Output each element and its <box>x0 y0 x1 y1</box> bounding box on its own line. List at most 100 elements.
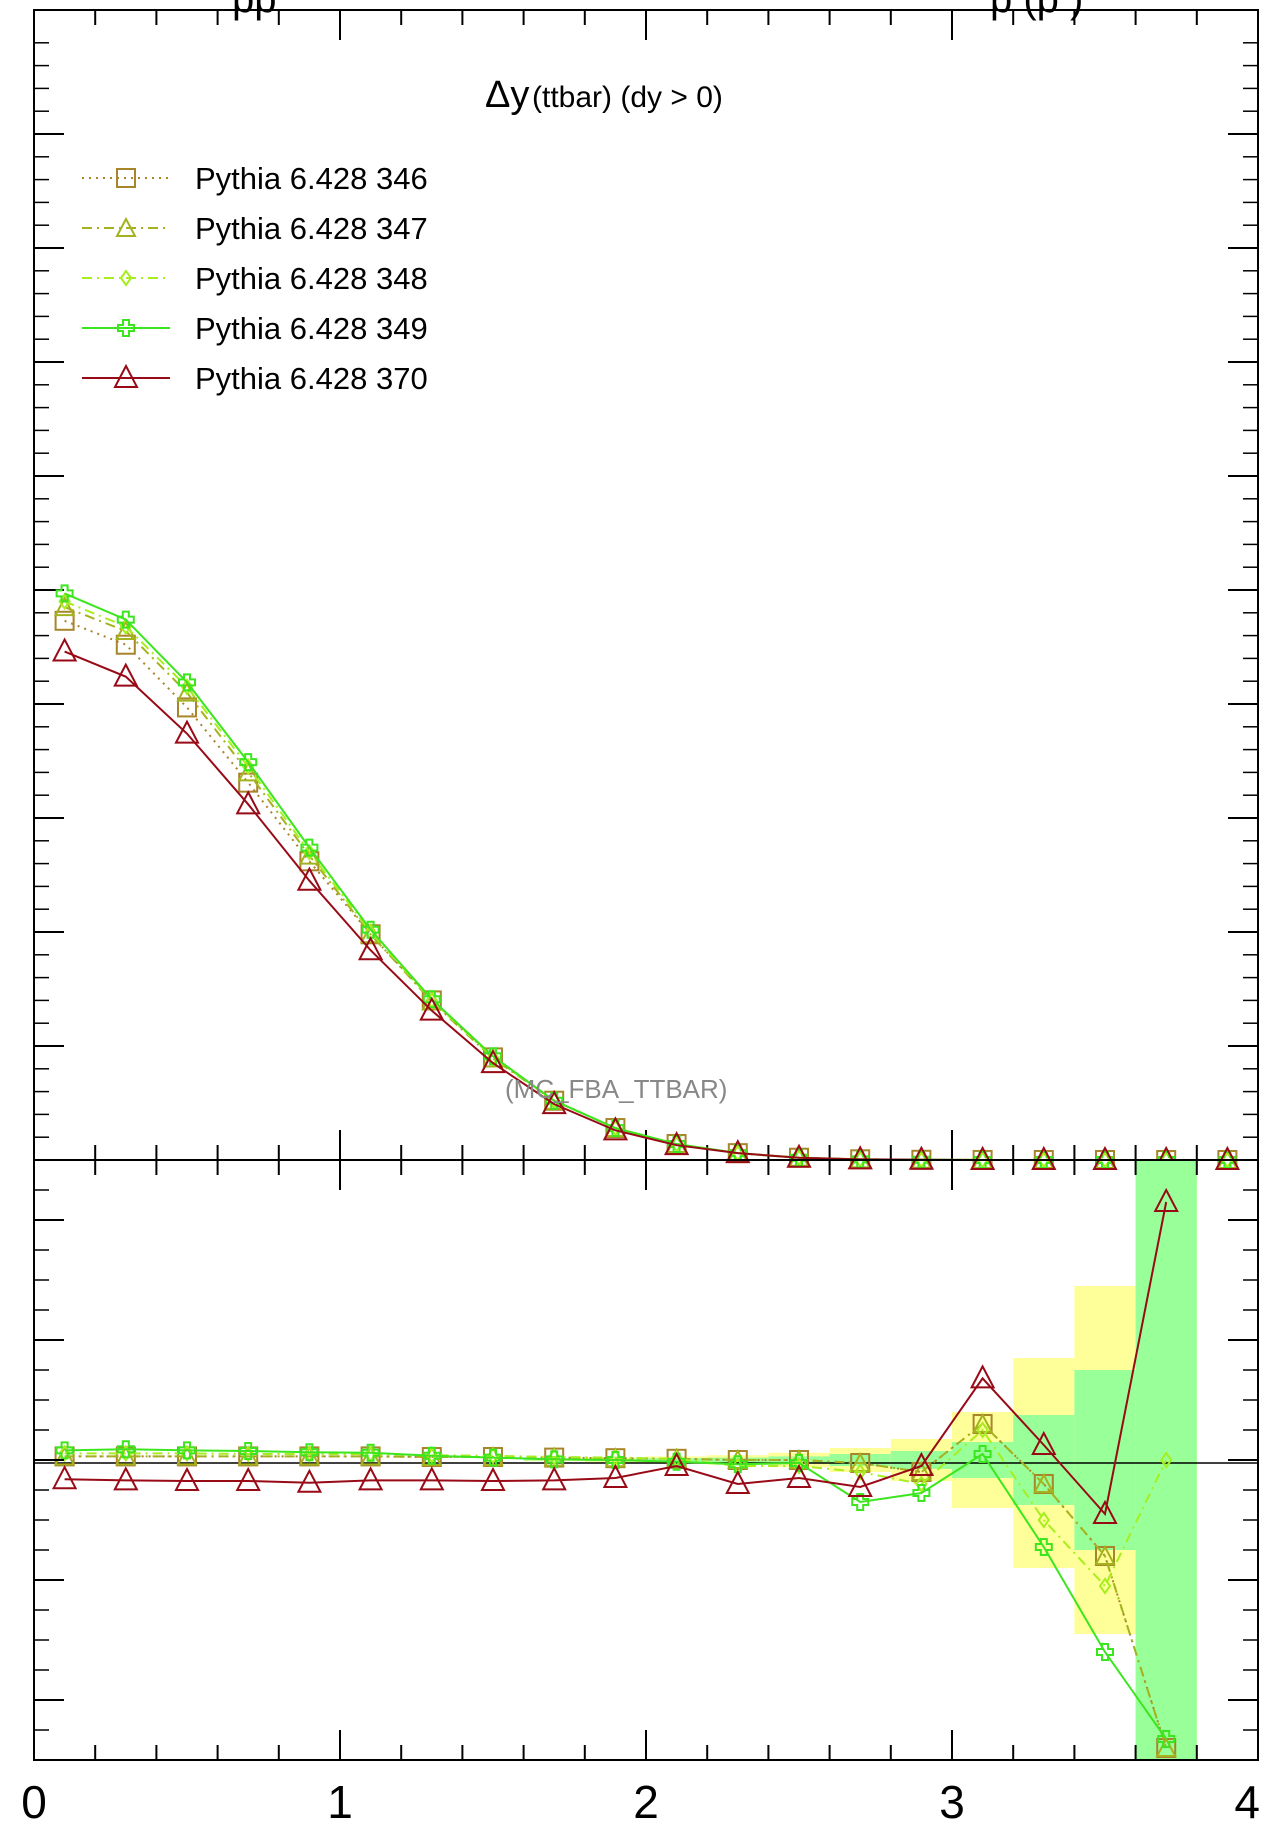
data-point-s346 <box>177 697 197 718</box>
ratio-inner-band <box>646 1458 708 1462</box>
panel-title-text: (ttbar) (dy > 0) <box>532 81 723 114</box>
legend-entry-s348: Pythia 6.428 348 <box>82 261 428 296</box>
data-point-s370 <box>235 790 261 815</box>
main-y-ticks <box>34 42 1258 1138</box>
ratio-point-s370 <box>357 1466 384 1491</box>
data-point-s370 <box>480 1048 506 1074</box>
ratio-point-s370 <box>174 1466 200 1491</box>
ratio-point-s347 <box>115 1445 137 1466</box>
legend-entry-s346: Pythia 6.428 346 <box>82 161 428 196</box>
data-point-s349 <box>239 753 258 772</box>
ratio-uncertainty-bands <box>523 1160 1197 1760</box>
ratio-point-s347 <box>176 1445 198 1466</box>
ratio-point-s370 <box>296 1468 323 1493</box>
x-tick-label: 4 <box>1234 1776 1260 1828</box>
ratio-point-s348 <box>915 1475 928 1493</box>
data-point-s370 <box>725 1139 751 1164</box>
data-point-s370 <box>1031 1145 1057 1170</box>
data-point-s349 <box>973 1150 992 1169</box>
ratio-x-ticks <box>33 1160 1259 1760</box>
data-point-s347 <box>53 595 76 617</box>
ratio-point-s348 <box>1037 1511 1051 1529</box>
data-point-s370 <box>541 1089 567 1115</box>
ratio-point-s349 <box>239 1442 258 1460</box>
ratio-point-s349 <box>728 1455 747 1474</box>
ratio-point-s348 <box>119 1444 133 1463</box>
legend-entry-s370: Pythia 6.428 370 <box>82 361 428 396</box>
ratio-point-s370 <box>1153 1187 1179 1212</box>
data-point-s346 <box>115 634 136 655</box>
ratio-point-s370 <box>908 1451 935 1476</box>
data-point-s349 <box>912 1150 931 1169</box>
data-point-s370 <box>296 866 323 891</box>
ratio-point-s349 <box>116 1440 135 1459</box>
ratio-line-s348 <box>64 1428 1168 1588</box>
ratio-panel <box>33 1159 1259 1761</box>
ratio-point-s370 <box>786 1463 812 1488</box>
legend: Pythia 6.428 346 Pythia 6.428 347 Pythia 6… <box>82 161 428 396</box>
ratio-point-s370 <box>235 1466 261 1491</box>
data-point-s349 <box>55 584 74 603</box>
legend-marker <box>116 168 136 188</box>
ratio-point-s349 <box>606 1451 625 1469</box>
main-x-ticks <box>33 10 1259 1160</box>
ratio-point-s370 <box>1031 1430 1057 1455</box>
x-tick-label: 2 <box>633 1776 659 1828</box>
x-tick-label: 0 <box>21 1776 47 1828</box>
ratio-point-s347 <box>1155 1736 1177 1757</box>
ratio-point-s349 <box>545 1450 564 1469</box>
legend-marker <box>119 269 133 287</box>
data-point-s370 <box>113 662 139 687</box>
ratio-inner-band <box>1074 1370 1136 1550</box>
data-point-s370 <box>786 1143 812 1168</box>
ratio-point-s349 <box>1157 1730 1176 1748</box>
ratio-point-s370 <box>419 1466 445 1491</box>
legend-label: Pythia 6.428 370 <box>195 361 428 396</box>
ratio-point-s347 <box>1033 1472 1055 1493</box>
ratio-point-s370 <box>725 1469 751 1494</box>
ratio-point-s349 <box>55 1441 74 1460</box>
analysis-watermark: (MC_FBA_TTBAR) <box>505 1074 727 1104</box>
panel-title-symbol: Δy <box>485 74 529 116</box>
ratio-series-layer <box>51 1187 1179 1758</box>
data-point-s370 <box>357 936 384 961</box>
data-point-s349 <box>300 838 319 857</box>
ratio-point-s349 <box>361 1443 380 1462</box>
ratio-point-s370 <box>541 1466 567 1491</box>
legend-label: Pythia 6.428 347 <box>195 211 428 246</box>
ratio-line-s349 <box>64 1448 1168 1740</box>
data-point-s370 <box>1092 1145 1118 1170</box>
main-panel: Δy (ttbar) (dy > 0) Pythia 6.428 346Pyth… <box>33 9 1259 1170</box>
ratio-point-s370 <box>602 1463 629 1488</box>
data-point-s370 <box>419 996 445 1021</box>
data-point-s347 <box>237 761 259 782</box>
data-point-s370 <box>847 1145 873 1170</box>
ratio-inner-band <box>890 1451 952 1469</box>
ratio-point-s370 <box>663 1451 690 1476</box>
data-point-s370 <box>908 1145 935 1170</box>
data-point-s370 <box>51 637 78 662</box>
ratio-point-s370 <box>51 1465 78 1490</box>
legend-label: Pythia 6.428 346 <box>195 161 428 196</box>
x-tick-label: 1 <box>327 1776 353 1828</box>
ratio-point-s349 <box>1096 1643 1114 1661</box>
ratio-point-s349 <box>851 1493 870 1511</box>
ratio-point-s349 <box>178 1441 196 1460</box>
ratio-point-s347 <box>910 1460 933 1481</box>
data-point-s370 <box>663 1131 690 1156</box>
legend-entry-s347: Pythia 6.428 347 <box>82 211 428 246</box>
data-point-s349 <box>116 610 135 629</box>
data-point-s349 <box>422 990 441 1009</box>
ratio-point-s370 <box>1092 1499 1118 1524</box>
data-point-s370 <box>1214 1145 1241 1170</box>
ratio-point-s349 <box>973 1445 992 1463</box>
ratio-y-ticks <box>34 1189 1258 1731</box>
ratio-point-s370 <box>480 1466 506 1491</box>
ratio-line-s370 <box>64 1201 1168 1517</box>
x-axis-tick-labels: 0 1 2 3 4 <box>21 1776 1260 1828</box>
data-point-s370 <box>969 1145 996 1170</box>
ratio-point-s348 <box>853 1463 867 1481</box>
ratio-point-s347 <box>971 1412 994 1433</box>
legend-marker <box>117 319 135 337</box>
ratio-point-s347 <box>727 1448 749 1469</box>
